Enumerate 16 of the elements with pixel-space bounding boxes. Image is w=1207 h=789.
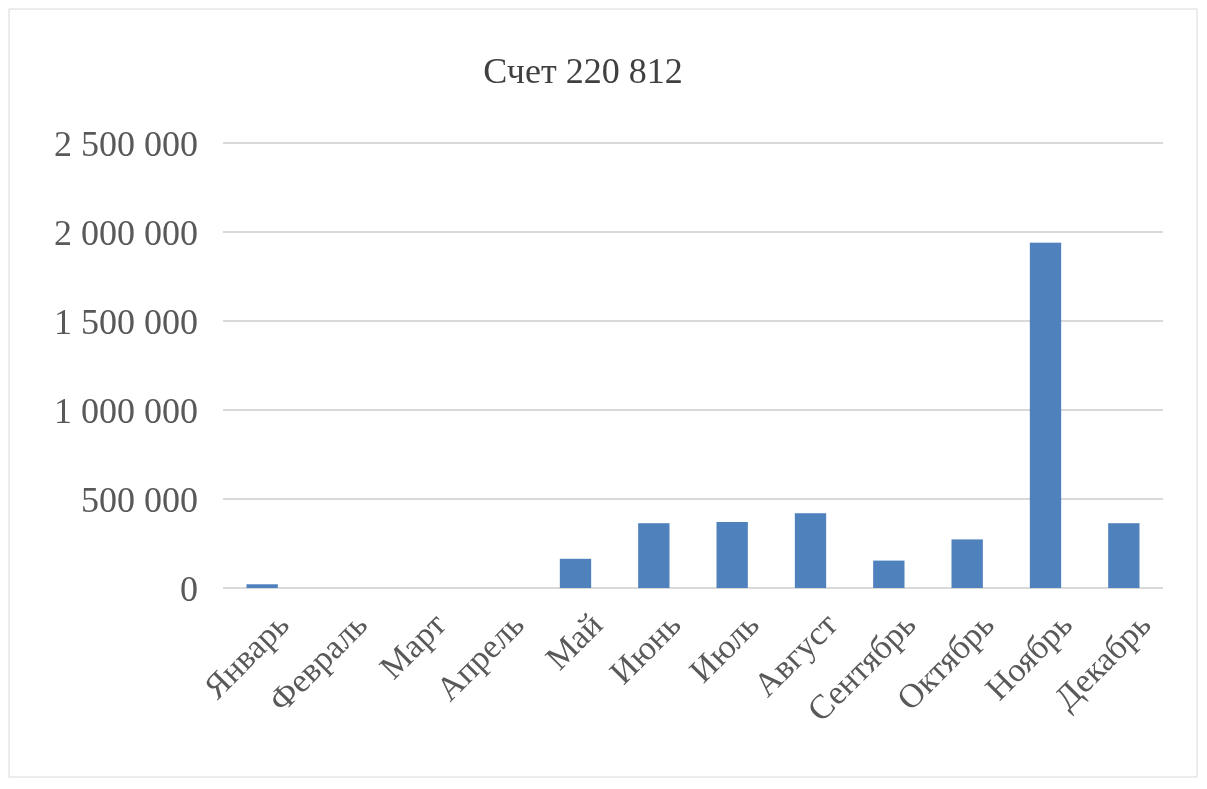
y-tick-label: 2 500 000 xyxy=(54,123,198,164)
bar xyxy=(638,523,670,588)
y-tick-label: 0 xyxy=(180,568,198,609)
chart-title: Счет 220 812 xyxy=(483,51,683,91)
y-tick-label: 1 000 000 xyxy=(54,390,198,431)
bar xyxy=(559,558,592,588)
y-tick-label: 1 500 000 xyxy=(54,301,198,342)
bar xyxy=(951,539,983,588)
bar xyxy=(1029,242,1062,588)
y-tick-label: 500 000 xyxy=(81,479,198,520)
bar xyxy=(716,521,748,588)
bar xyxy=(1108,523,1140,588)
bar xyxy=(246,584,278,588)
bar xyxy=(873,560,905,588)
y-tick-label: 2 000 000 xyxy=(54,212,198,253)
bar xyxy=(794,513,827,588)
